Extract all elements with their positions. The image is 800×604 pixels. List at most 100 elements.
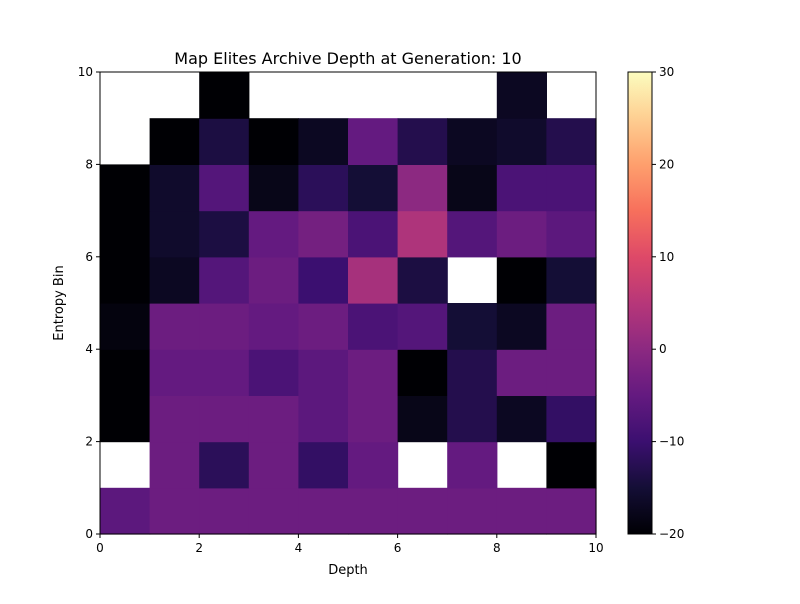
heatmap-cell — [149, 395, 200, 443]
heatmap-cell — [546, 303, 597, 350]
heatmap-cell — [100, 303, 151, 350]
heatmap-cell — [447, 210, 498, 258]
heatmap-cell — [397, 303, 448, 350]
heatmap-cell — [100, 395, 151, 443]
heatmap-cell — [447, 303, 498, 350]
heatmap-cell — [149, 303, 200, 350]
heatmap-cell — [447, 164, 498, 212]
heatmap-cell — [348, 303, 399, 350]
heatmap-cell — [100, 164, 151, 212]
heatmap-cell — [248, 164, 299, 212]
heatmap-cell — [546, 395, 597, 443]
x-axis-label: Depth — [328, 563, 368, 578]
x-tick-label: 0 — [96, 541, 104, 555]
y-tick-label: 6 — [85, 250, 93, 264]
heatmap-cell — [496, 303, 547, 350]
heatmap-cell — [100, 349, 151, 396]
heatmap-cell — [248, 210, 299, 258]
heatmap-cell — [298, 349, 349, 396]
heatmap-cell — [447, 487, 498, 535]
heatmap-cell — [397, 395, 448, 443]
heatmap-cell — [447, 441, 498, 489]
heatmap-cell — [248, 118, 299, 165]
heatmap-cell — [298, 210, 349, 258]
heatmap-cell — [298, 256, 349, 304]
heatmap-cell — [248, 487, 299, 535]
heatmap-cell — [199, 487, 250, 535]
heatmap-cell — [248, 303, 299, 350]
heatmap-cell — [248, 256, 299, 304]
colorbar — [627, 71, 653, 535]
heatmap-cell — [199, 164, 250, 212]
heatmap-cell — [348, 164, 399, 212]
heatmap-cell — [546, 487, 597, 535]
heatmap-cell — [248, 395, 299, 443]
heatmap-cell — [546, 256, 597, 304]
x-axis-ticks: 0 2 4 6 8 10 — [96, 534, 604, 555]
heatmap-cells — [100, 72, 597, 535]
heatmap-cell — [199, 349, 250, 396]
heatmap-cell — [149, 441, 200, 489]
chart-title: Map Elites Archive Depth at Generation: … — [174, 49, 521, 68]
colorbar-tick-label: 20 — [659, 157, 674, 171]
colorbar-tick-label: −20 — [659, 527, 684, 541]
heatmap-cell — [199, 395, 250, 443]
heatmap-cell — [447, 349, 498, 396]
heatmap-cell — [199, 441, 250, 489]
heatmap-cell — [248, 441, 299, 489]
heatmap-cell — [496, 349, 547, 396]
colorbar-tick-label: 30 — [659, 65, 674, 79]
heatmap-cell — [348, 118, 399, 165]
heatmap-cell — [348, 487, 399, 535]
x-tick-label: 8 — [493, 541, 501, 555]
heatmap-cell — [496, 72, 547, 119]
heatmap-cell — [348, 210, 399, 258]
heatmap-cell — [298, 441, 349, 489]
heatmap-cell — [397, 210, 448, 258]
colorbar-tick-label: −10 — [659, 435, 684, 449]
heatmap-cell — [199, 303, 250, 350]
plot-frame — [99, 71, 597, 535]
heatmap-cell — [447, 395, 498, 443]
heatmap-cell — [149, 210, 200, 258]
heatmap-cell — [199, 118, 250, 165]
colorbar-tick-label: 0 — [659, 342, 667, 356]
y-tick-label: 4 — [85, 342, 93, 356]
heatmap-cell — [248, 349, 299, 396]
heatmap-cell — [348, 441, 399, 489]
heatmap-cell — [298, 395, 349, 443]
heatmap-cell — [546, 164, 597, 212]
heatmap-cell — [149, 349, 200, 396]
heatmap-cell — [496, 118, 547, 165]
heatmap-cell — [348, 395, 399, 443]
y-tick-label: 0 — [85, 527, 93, 541]
heatmap-cell — [149, 487, 200, 535]
heatmap-cell — [348, 256, 399, 304]
heatmap-cell — [149, 118, 200, 165]
heatmap-cell — [546, 210, 597, 258]
heatmap-cell — [496, 256, 547, 304]
heatmap-cell — [199, 256, 250, 304]
heatmap-cell — [397, 164, 448, 212]
colorbar-tick-label: 10 — [659, 250, 674, 264]
heatmap-cell — [447, 118, 498, 165]
heatmap-cell — [397, 118, 448, 165]
heatmap-cell — [298, 303, 349, 350]
heatmap-cell — [199, 210, 250, 258]
y-tick-label: 10 — [78, 65, 93, 79]
heatmap-cell — [298, 118, 349, 165]
heatmap-cell — [298, 487, 349, 535]
heatmap-cell — [496, 487, 547, 535]
heatmap-cell — [149, 164, 200, 212]
heatmap-cell — [496, 210, 547, 258]
heatmap-cell — [149, 256, 200, 304]
heatmap-cell — [397, 487, 448, 535]
heatmap-cell — [348, 349, 399, 396]
x-tick-label: 6 — [394, 541, 402, 555]
heatmap-cell — [546, 118, 597, 165]
y-tick-label: 8 — [85, 157, 93, 171]
x-tick-label: 2 — [195, 541, 203, 555]
heatmap-cell — [397, 256, 448, 304]
